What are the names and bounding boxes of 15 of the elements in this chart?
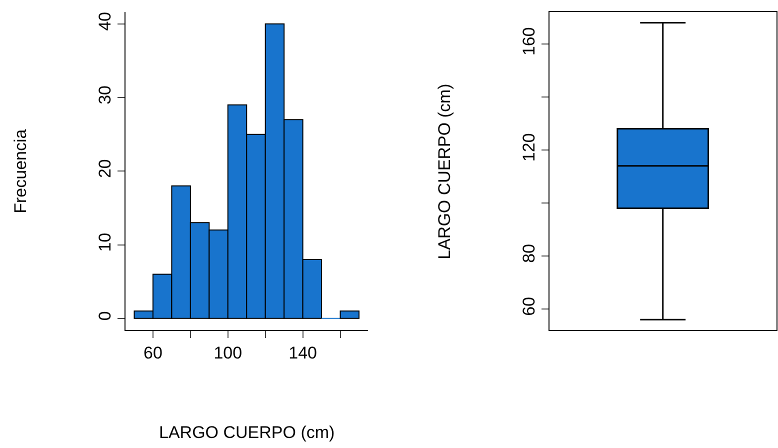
y-tick-label: 60 xyxy=(519,296,538,316)
x-tick-label: 100 xyxy=(214,344,242,363)
x-tick-label: 60 xyxy=(144,344,162,363)
y-tick-label: 120 xyxy=(519,133,538,162)
x-axis-title: LARGO CUERPO (cm) xyxy=(159,423,335,442)
y-tick-label: 10 xyxy=(95,232,114,252)
y-tick-label: 0 xyxy=(95,311,114,321)
y-tick-label: 20 xyxy=(95,159,114,178)
y-axis-title: Frecuencia xyxy=(11,128,30,214)
x-tick-label: 140 xyxy=(288,344,318,363)
y-axis-title: LARGO CUERPO (cm) xyxy=(435,84,454,260)
y-tick-label: 80 xyxy=(519,244,538,263)
y-tick-label: 160 xyxy=(519,27,538,56)
y-tick-label: 30 xyxy=(95,85,114,104)
y-tick-label: 40 xyxy=(95,12,114,31)
